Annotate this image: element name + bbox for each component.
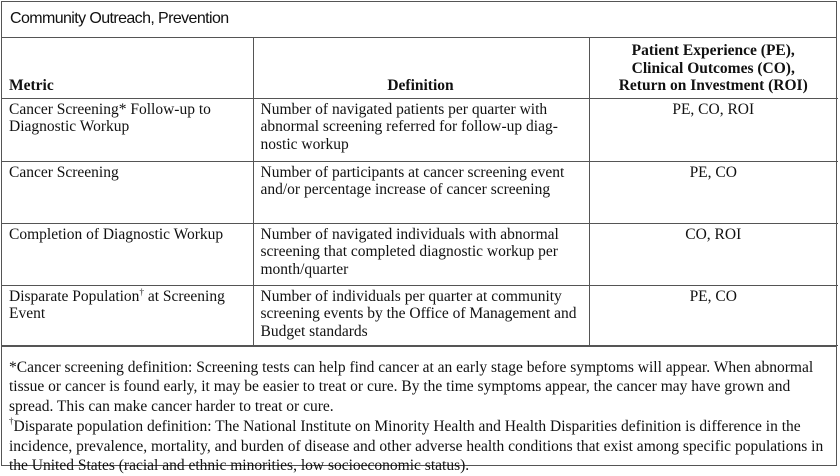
outcomes-header-line: Return on Investment (ROI)	[597, 77, 831, 95]
metrics-table-frame: Community Outreach, Prevention Metric De…	[1, 1, 837, 466]
table-row: Cancer Screening Number of participants …	[2, 161, 838, 223]
metric-cell: Completion of Diagnostic Workup	[2, 223, 253, 285]
table-row: Completion of Diagnostic Workup Number o…	[2, 223, 838, 285]
column-header-metric: Metric	[2, 38, 253, 98]
column-header-definition: Definition	[253, 38, 589, 98]
definition-cell: Number of navigated patients per quarter…	[253, 98, 589, 161]
outcomes-cell: PE, CO, ROI	[589, 98, 838, 161]
table-row: Cancer Screening* Follow-up to Diagnosti…	[2, 98, 838, 161]
footnote-text: Disparate population definition: The Nat…	[9, 418, 823, 475]
definition-cell: Number of participants at cancer screeni…	[253, 161, 589, 223]
outcomes-cell: PE, CO	[589, 161, 838, 223]
table-row: Disparate Population† at Screening Event…	[2, 285, 838, 345]
definition-cell: Number of individuals per quarter at com…	[253, 285, 589, 345]
metrics-table: Metric Definition Patient Experience (PE…	[2, 38, 838, 346]
column-header-outcomes: Patient Experience (PE), Clinical Outcom…	[589, 38, 838, 98]
metric-cell: Cancer Screening* Follow-up to Diagnosti…	[2, 98, 253, 161]
outcomes-header-line: Patient Experience (PE),	[597, 42, 831, 60]
metric-cell: Cancer Screening	[2, 161, 253, 223]
table-title: Community Outreach, Prevention	[2, 2, 836, 38]
outcomes-cell: CO, ROI	[589, 223, 838, 285]
metric-cell: Disparate Population† at Screening Event	[2, 285, 253, 345]
metric-text: Disparate Population	[9, 288, 139, 305]
outcomes-header-line: Clinical Outcomes (CO),	[597, 60, 831, 78]
footnote-cancer-screening: *Cancer screening definition: Screening …	[9, 358, 828, 417]
header-row: Metric Definition Patient Experience (PE…	[2, 38, 838, 98]
outcomes-cell: PE, CO	[589, 285, 838, 345]
footnotes: *Cancer screening definition: Screening …	[2, 346, 836, 476]
definition-cell: Number of navigated individuals with abn…	[253, 223, 589, 285]
footnote-disparate-population: †Disparate population definition: The Na…	[9, 417, 828, 476]
